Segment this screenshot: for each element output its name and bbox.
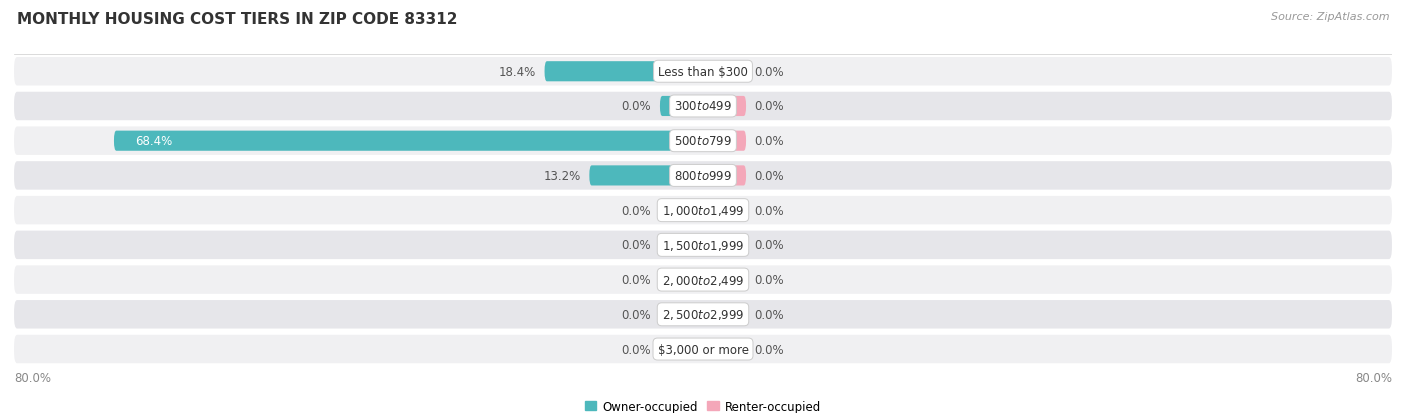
Text: 0.0%: 0.0% bbox=[621, 204, 651, 217]
FancyBboxPatch shape bbox=[14, 93, 1392, 121]
Text: 0.0%: 0.0% bbox=[755, 66, 785, 78]
FancyBboxPatch shape bbox=[703, 304, 747, 325]
Text: Source: ZipAtlas.com: Source: ZipAtlas.com bbox=[1271, 12, 1389, 22]
Legend: Owner-occupied, Renter-occupied: Owner-occupied, Renter-occupied bbox=[579, 395, 827, 413]
FancyBboxPatch shape bbox=[14, 58, 1392, 86]
FancyBboxPatch shape bbox=[703, 235, 747, 255]
Text: 0.0%: 0.0% bbox=[755, 100, 785, 113]
Text: 0.0%: 0.0% bbox=[621, 343, 651, 356]
FancyBboxPatch shape bbox=[544, 62, 703, 82]
FancyBboxPatch shape bbox=[659, 235, 703, 255]
FancyBboxPatch shape bbox=[703, 201, 747, 221]
Text: 68.4%: 68.4% bbox=[135, 135, 173, 148]
Text: $2,000 to $2,499: $2,000 to $2,499 bbox=[662, 273, 744, 287]
FancyBboxPatch shape bbox=[703, 166, 747, 186]
FancyBboxPatch shape bbox=[589, 166, 703, 186]
Text: 0.0%: 0.0% bbox=[621, 239, 651, 252]
FancyBboxPatch shape bbox=[703, 339, 747, 359]
Text: 13.2%: 13.2% bbox=[544, 169, 581, 183]
Text: $300 to $499: $300 to $499 bbox=[673, 100, 733, 113]
FancyBboxPatch shape bbox=[114, 131, 703, 152]
FancyBboxPatch shape bbox=[659, 97, 703, 117]
Text: 0.0%: 0.0% bbox=[755, 239, 785, 252]
Text: 0.0%: 0.0% bbox=[755, 204, 785, 217]
FancyBboxPatch shape bbox=[703, 270, 747, 290]
FancyBboxPatch shape bbox=[703, 62, 747, 82]
FancyBboxPatch shape bbox=[14, 127, 1392, 156]
Text: 0.0%: 0.0% bbox=[755, 169, 785, 183]
Text: 18.4%: 18.4% bbox=[499, 66, 536, 78]
FancyBboxPatch shape bbox=[14, 162, 1392, 190]
Text: Less than $300: Less than $300 bbox=[658, 66, 748, 78]
FancyBboxPatch shape bbox=[659, 201, 703, 221]
FancyBboxPatch shape bbox=[703, 97, 747, 117]
Text: 0.0%: 0.0% bbox=[755, 308, 785, 321]
FancyBboxPatch shape bbox=[14, 231, 1392, 259]
Text: $2,500 to $2,999: $2,500 to $2,999 bbox=[662, 308, 744, 322]
FancyBboxPatch shape bbox=[659, 339, 703, 359]
FancyBboxPatch shape bbox=[659, 304, 703, 325]
Text: 80.0%: 80.0% bbox=[1355, 370, 1392, 384]
Text: 0.0%: 0.0% bbox=[755, 343, 785, 356]
Text: 80.0%: 80.0% bbox=[14, 370, 51, 384]
Text: MONTHLY HOUSING COST TIERS IN ZIP CODE 83312: MONTHLY HOUSING COST TIERS IN ZIP CODE 8… bbox=[17, 12, 457, 27]
Text: 0.0%: 0.0% bbox=[755, 273, 785, 286]
Text: 0.0%: 0.0% bbox=[621, 273, 651, 286]
FancyBboxPatch shape bbox=[659, 270, 703, 290]
FancyBboxPatch shape bbox=[703, 131, 747, 152]
Text: 0.0%: 0.0% bbox=[755, 135, 785, 148]
FancyBboxPatch shape bbox=[14, 335, 1392, 363]
Text: $1,000 to $1,499: $1,000 to $1,499 bbox=[662, 204, 744, 218]
FancyBboxPatch shape bbox=[14, 266, 1392, 294]
Text: 0.0%: 0.0% bbox=[621, 100, 651, 113]
FancyBboxPatch shape bbox=[14, 300, 1392, 329]
FancyBboxPatch shape bbox=[14, 197, 1392, 225]
Text: $800 to $999: $800 to $999 bbox=[673, 169, 733, 183]
Text: $500 to $799: $500 to $799 bbox=[673, 135, 733, 148]
Text: $1,500 to $1,999: $1,500 to $1,999 bbox=[662, 238, 744, 252]
Text: $3,000 or more: $3,000 or more bbox=[658, 343, 748, 356]
Text: 0.0%: 0.0% bbox=[621, 308, 651, 321]
